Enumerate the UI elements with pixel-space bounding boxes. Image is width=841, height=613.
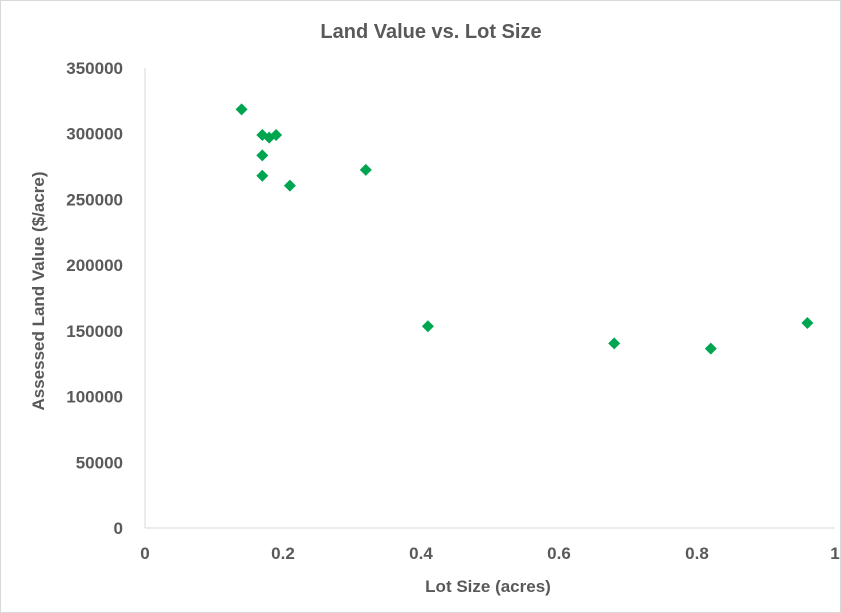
x-axis-title: Lot Size (acres) xyxy=(425,577,551,596)
data-point-marker xyxy=(283,179,296,192)
y-tick-label: 350000 xyxy=(66,59,123,78)
y-tick-label: 150000 xyxy=(66,322,123,341)
y-tick-label: 250000 xyxy=(66,190,123,209)
data-point-marker xyxy=(256,169,269,182)
y-tick-label: 0 xyxy=(114,519,123,538)
data-point-marker xyxy=(421,320,434,333)
x-tick-label: 0.6 xyxy=(547,544,571,563)
data-point-marker xyxy=(704,342,717,355)
data-point-marker xyxy=(270,129,283,142)
y-tick-label: 300000 xyxy=(66,125,123,144)
chart-title: Land Value vs. Lot Size xyxy=(320,21,541,43)
data-point-marker xyxy=(359,163,372,176)
data-point-marker xyxy=(256,149,269,162)
x-tick-label: 1 xyxy=(830,544,839,563)
y-tick-labels: 0 50000 100000 150000 200000 250000 300000 3500… xyxy=(66,59,123,538)
y-tick-label: 100000 xyxy=(66,388,123,407)
x-tick-label: 0.8 xyxy=(685,544,709,563)
data-point-marker xyxy=(235,103,248,116)
x-tick-label: 0.4 xyxy=(409,544,433,563)
y-axis-title: Assessed Land Value ($/acre) xyxy=(29,171,48,410)
y-tick-label: 50000 xyxy=(76,453,123,472)
y-tick-label: 200000 xyxy=(66,256,123,275)
data-point-marker xyxy=(608,337,621,350)
data-point-marker xyxy=(801,316,814,329)
x-tick-label: 0.2 xyxy=(271,544,295,563)
data-points xyxy=(235,103,814,355)
x-tick-labels: 0 0.2 0.4 0.6 0.8 1 xyxy=(140,544,839,563)
x-tick-label: 0 xyxy=(140,544,149,563)
